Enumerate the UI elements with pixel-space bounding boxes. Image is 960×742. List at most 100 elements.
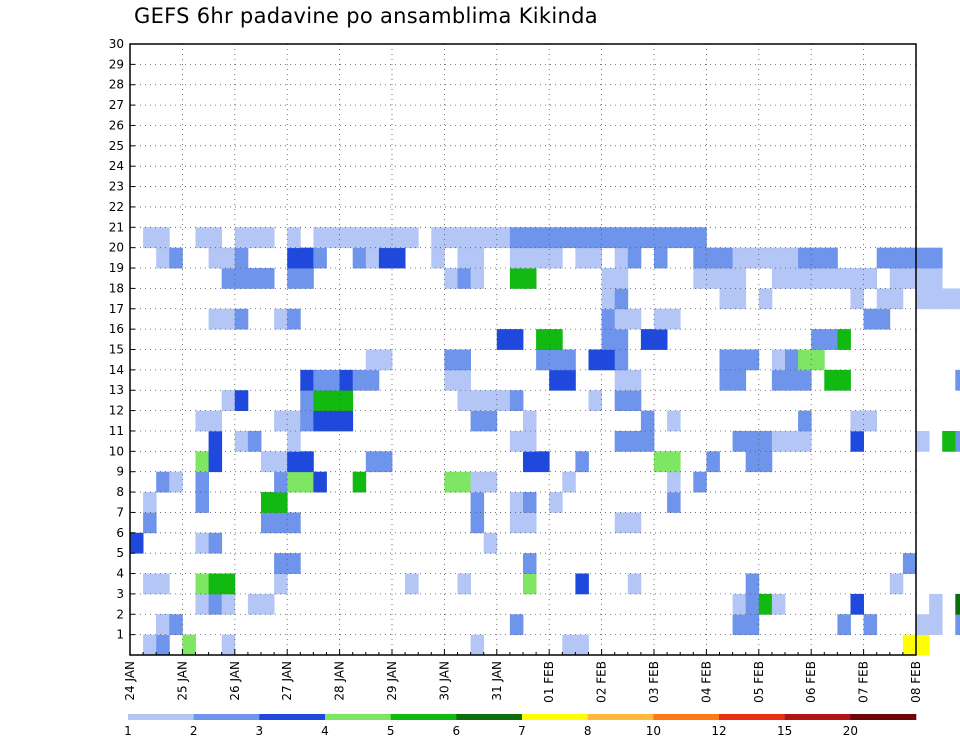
heatmap-cell: [627, 369, 642, 391]
heatmap-cell: [339, 390, 354, 411]
y-tick-label: 13: [109, 383, 124, 397]
heatmap-cell: [470, 512, 485, 534]
legend-swatch: [522, 714, 588, 720]
heatmap-cell: [313, 390, 327, 411]
heatmap-cell: [575, 247, 589, 269]
heatmap-cell: [523, 227, 537, 249]
heatmap-cell: [261, 492, 275, 513]
heatmap-cell: [942, 430, 956, 452]
heatmap-cell: [798, 247, 812, 269]
heatmap-cell: [719, 268, 733, 289]
heatmap-cell: [771, 268, 786, 289]
heatmap-cell: [627, 390, 642, 411]
x-tick-label: 24 JAN: [123, 661, 137, 701]
heatmap-cell: [156, 247, 170, 269]
heatmap-cell: [457, 369, 471, 391]
heatmap-cell: [811, 349, 825, 371]
heatmap-cell: [955, 430, 960, 452]
heatmap-cell: [221, 308, 236, 330]
heatmap-cell: [143, 512, 157, 534]
legend-swatch: [456, 714, 523, 720]
heatmap-cell: [208, 410, 223, 432]
heatmap-cell: [837, 614, 851, 636]
heatmap-cell: [509, 492, 524, 513]
heatmap-cell: [378, 451, 393, 473]
heatmap-cell: [850, 593, 864, 615]
heatmap-cell: [732, 288, 747, 310]
legend-swatch: [784, 714, 851, 720]
heatmap-cell: [863, 308, 878, 330]
heatmap-cell: [758, 288, 773, 310]
heatmap-cell: [523, 268, 537, 289]
heatmap-cell: [601, 329, 616, 350]
heatmap-cell: [745, 614, 760, 636]
heatmap-cell: [287, 308, 301, 330]
heatmap-cell: [601, 349, 616, 371]
heatmap-cell: [523, 451, 537, 473]
heatmap-cell: [916, 247, 930, 269]
heatmap-cell: [536, 247, 550, 269]
heatmap-cell: [378, 247, 393, 269]
y-tick-label: 2: [116, 607, 124, 621]
heatmap-cell: [247, 227, 262, 249]
y-tick-label: 30: [109, 37, 124, 51]
heatmap-cell: [287, 268, 301, 289]
x-tick-label: 25 JAN: [175, 661, 189, 701]
x-tick-label: 31 JAN: [490, 661, 504, 701]
cells-layer: [130, 227, 960, 656]
heatmap-cell: [509, 614, 524, 636]
heatmap-cell: [745, 430, 760, 452]
heatmap-cell: [614, 349, 629, 371]
heatmap-cell: [929, 593, 943, 615]
heatmap-cell: [470, 634, 485, 656]
y-tick-label: 27: [109, 98, 124, 112]
heatmap-cell: [706, 451, 720, 473]
heatmap-cell: [562, 471, 576, 493]
heatmap-cell: [824, 268, 838, 289]
heatmap-cell: [588, 247, 602, 269]
heatmap-cell: [365, 349, 380, 371]
heatmap-cell: [785, 247, 799, 269]
heatmap-cell: [745, 349, 760, 371]
heatmap-cell: [274, 553, 288, 574]
heatmap-cell: [732, 268, 747, 289]
heatmap-cell: [313, 471, 327, 493]
x-axis: 24 JAN 25 JAN 26 JAN 27 JAN 28 JAN 29 JAN 30 J…: [123, 649, 923, 703]
heatmap-cell: [693, 268, 707, 289]
legend-label: 10: [646, 724, 661, 738]
heatmap-cell: [811, 247, 825, 269]
heatmap-cell: [837, 268, 851, 289]
y-tick-label: 26: [109, 118, 124, 132]
heatmap-cell: [300, 369, 314, 391]
heatmap-cell: [575, 227, 589, 249]
heatmap-cell: [785, 349, 799, 371]
heatmap-cell: [143, 634, 157, 656]
legend-swatch: [193, 714, 260, 720]
heatmap-cell: [850, 288, 864, 310]
heatmap-cell: [431, 247, 445, 269]
heatmap-cell: [274, 573, 288, 595]
heatmap-cell: [640, 227, 655, 249]
heatmap-cell: [798, 430, 812, 452]
heatmap-cell: [955, 288, 960, 310]
heatmap-cell: [654, 308, 668, 330]
y-tick-label: 12: [109, 404, 124, 418]
y-tick-label: 19: [109, 261, 124, 275]
heatmap-cell: [300, 471, 314, 493]
legend-label: 1: [124, 724, 132, 738]
heatmap-cell: [667, 492, 681, 513]
y-tick-label: 1: [116, 628, 124, 642]
heatmap-cell: [208, 308, 223, 330]
heatmap-cell: [523, 247, 537, 269]
heatmap-cell: [287, 553, 301, 574]
heatmap-cell: [929, 268, 943, 289]
heatmap-cell: [719, 369, 733, 391]
heatmap-cell: [667, 471, 681, 493]
heatmap-cell: [326, 390, 340, 411]
heatmap-cell: [771, 369, 786, 391]
heatmap-cell: [667, 308, 681, 330]
heatmap-cell: [143, 573, 157, 595]
heatmap-cell: [287, 430, 301, 452]
heatmap-cell: [719, 288, 733, 310]
y-tick-label: 5: [116, 546, 124, 560]
